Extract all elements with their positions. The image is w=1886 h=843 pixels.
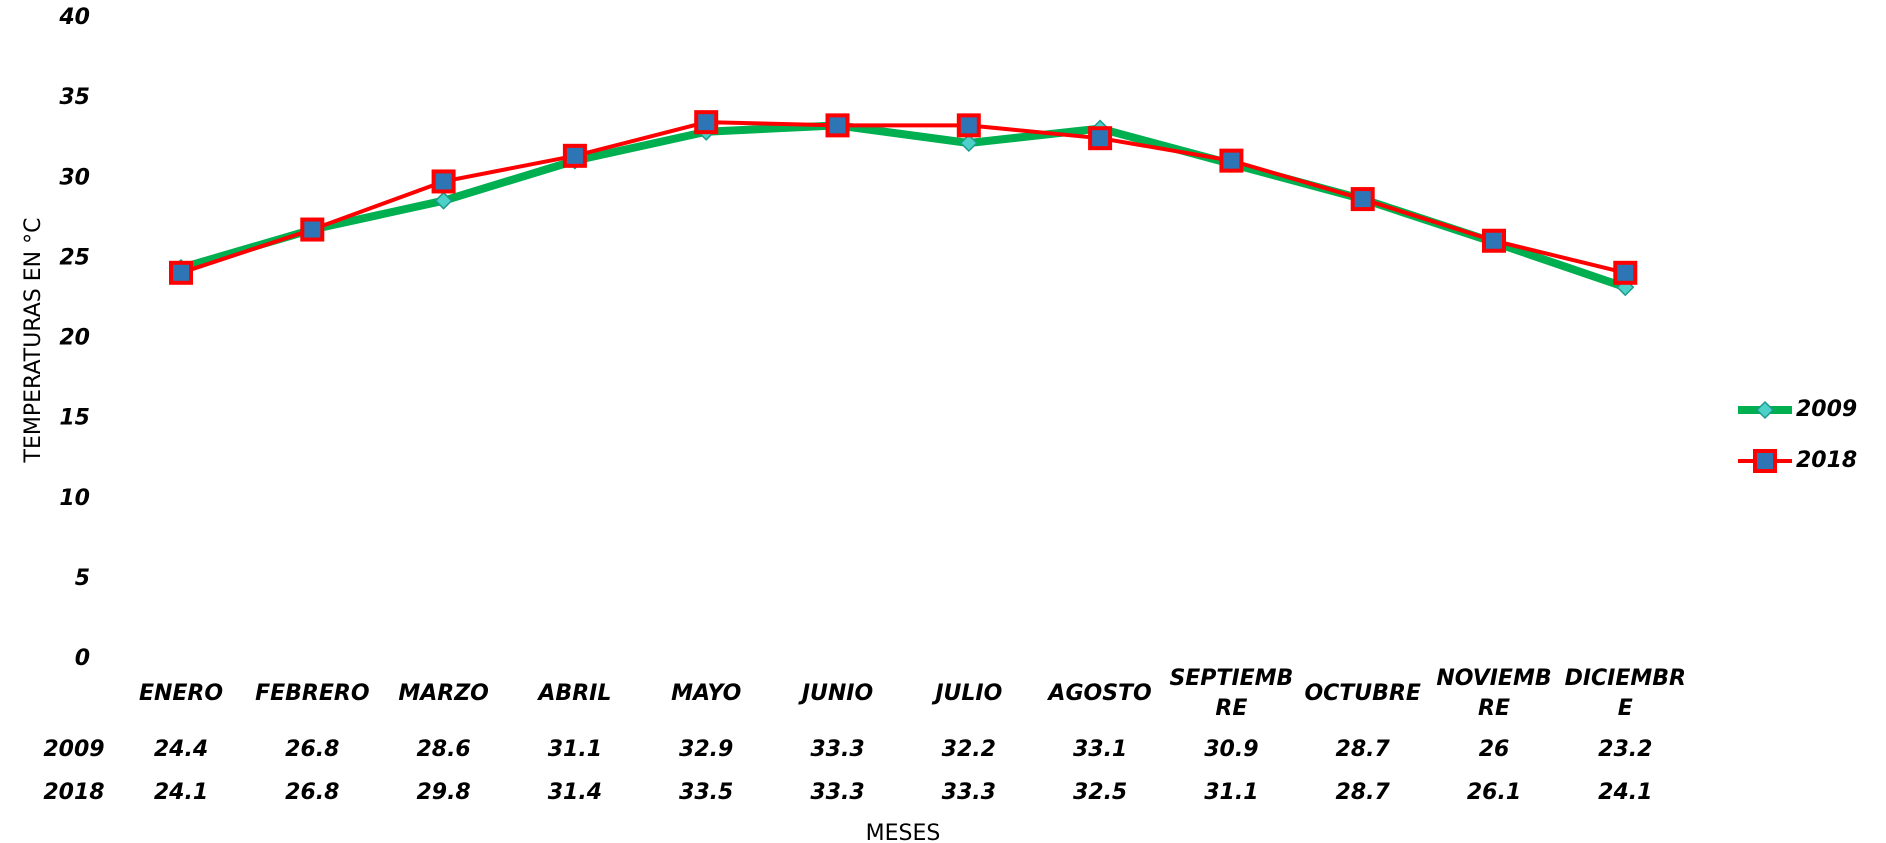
- table-cell: 32.2: [942, 737, 996, 762]
- table-cell: 26.8: [285, 737, 339, 762]
- marker: [169, 260, 193, 285]
- legend-label: 2009: [1796, 397, 1857, 422]
- x-tick-label: JULIO: [935, 681, 1003, 706]
- table-cell: 28.7: [1336, 737, 1391, 762]
- table-cell: 26: [1479, 737, 1510, 762]
- x-tick-label: ABRIL: [538, 681, 612, 706]
- marker: [1350, 187, 1375, 212]
- table-cell: 31.1: [548, 737, 602, 762]
- table-cell: 28.7: [1336, 780, 1391, 805]
- x-axis-title: MESES: [866, 821, 941, 843]
- y-tick-label: 40: [58, 5, 90, 30]
- table-cell: 30.9: [1204, 737, 1258, 762]
- x-tick-label: DICIEMBRE: [1564, 666, 1686, 721]
- y-tick-label: 5: [75, 566, 90, 591]
- y-tick-label: 0: [75, 646, 90, 671]
- marker: [300, 217, 325, 242]
- table-cell: 26.8: [285, 780, 339, 805]
- marker: [1088, 126, 1113, 151]
- table-cell: 31.1: [1204, 780, 1258, 805]
- table-cell: 24.4: [154, 737, 208, 762]
- x-tick-label: NOVIEMBRE: [1436, 666, 1552, 721]
- y-tick-label: 20: [59, 326, 90, 351]
- table-cell: 26.1: [1467, 780, 1521, 805]
- x-tick-label: AGOSTO: [1048, 681, 1152, 706]
- y-tick-label: 35: [59, 85, 90, 110]
- y-tick-label: 15: [59, 406, 90, 431]
- table-cell: 33.1: [1073, 737, 1127, 762]
- y-tick-label: 25: [59, 245, 90, 270]
- table-cell: 32.9: [679, 737, 733, 762]
- table-cell: 33.3: [942, 780, 996, 805]
- marker: [694, 110, 719, 135]
- table-cell: 32.5: [1073, 780, 1127, 805]
- table-row-header: 2009: [43, 737, 104, 762]
- marker: [956, 113, 981, 138]
- x-tick-label: SEPTIEMBRE: [1169, 666, 1294, 721]
- table-cell: 28.6: [416, 737, 470, 762]
- legend-marker: [1755, 400, 1775, 420]
- marker: [825, 113, 850, 138]
- table-cell: 31.4: [548, 780, 602, 805]
- marker: [1219, 148, 1244, 173]
- marker: [959, 133, 978, 153]
- line: [180, 120, 1626, 275]
- table-cell: 33.5: [679, 780, 733, 805]
- legend-marker: [1753, 449, 1777, 473]
- y-axis-title: TEMPERATURAS EN °C: [21, 218, 46, 464]
- x-tick-label: MAYO: [671, 681, 742, 706]
- x-tick-label: MARZO: [398, 681, 489, 706]
- x-tick-label: OCTUBRE: [1304, 681, 1421, 706]
- table-cell: 24.1: [1598, 780, 1652, 805]
- legend-label: 2018: [1796, 448, 1857, 473]
- y-tick-label: 10: [59, 486, 90, 511]
- marker: [434, 191, 453, 210]
- table-cell: 33.3: [810, 780, 864, 805]
- marker: [1482, 228, 1506, 253]
- table-cell: 29.8: [416, 780, 470, 805]
- table-cell: 23.2: [1598, 737, 1652, 762]
- table-cell: 33.3: [810, 737, 864, 762]
- x-tick-label: JUNIO: [801, 681, 874, 706]
- x-tick-label: ENERO: [138, 681, 224, 706]
- y-tick-label: 30: [59, 165, 90, 190]
- marker: [1613, 260, 1638, 285]
- marker: [431, 169, 456, 194]
- line: [179, 121, 1627, 292]
- marker: [562, 143, 587, 168]
- table-row-header: 2018: [43, 780, 104, 805]
- table-cell: 24.1: [154, 780, 208, 805]
- x-tick-label: FEBRERO: [255, 681, 370, 706]
